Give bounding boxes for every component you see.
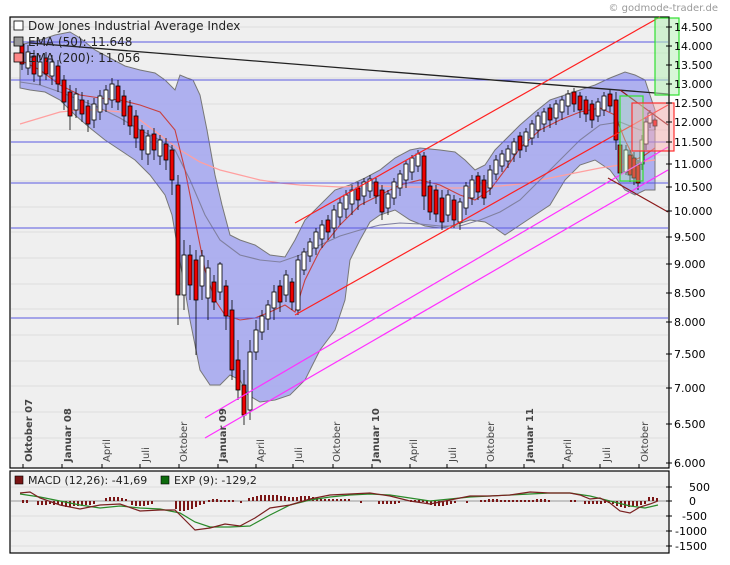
macd-plot-area — [9, 470, 670, 554]
ytick: 11.500 — [674, 136, 713, 149]
y-axis: 14.500 14.000 13.500 13.000 12.500 12.00… — [666, 17, 713, 470]
legend-ema50: EMA (50): 11.648 — [28, 35, 132, 49]
legend-swatch-ema200 — [13, 52, 24, 63]
legend-title: Dow Jones Industrial Average Index — [28, 19, 240, 33]
macd-legend-label: MACD (12,26): -41,69 — [28, 474, 147, 487]
green-target-box-upper — [654, 17, 680, 96]
xtick: Januar 08 — [63, 408, 74, 463]
ytick: 9.500 — [674, 231, 706, 244]
macd-ytick: -500 — [682, 510, 707, 523]
xtick: April — [563, 439, 574, 462]
macd-grid-lines — [11, 486, 668, 547]
ytick: 10.000 — [674, 205, 713, 218]
legend-swatch-ema50 — [13, 36, 24, 47]
legend-swatch-index — [13, 20, 24, 31]
ytick: 11.000 — [674, 158, 713, 171]
macd-swatch — [14, 475, 24, 485]
red-target-box — [631, 102, 675, 152]
macd-y-axis: 500 0 -500 -1000 -1500 — [666, 471, 710, 553]
xtick: April — [102, 439, 113, 462]
macd-histogram — [22, 495, 658, 511]
xtick: Oktober — [486, 421, 497, 462]
xtick: Oktober — [332, 421, 343, 462]
xtick: Oktober — [640, 421, 651, 462]
xtick: Januar 10 — [371, 408, 382, 463]
xtick: Januar 11 — [525, 408, 536, 463]
exp-legend-label: EXP (9): -129,2 — [174, 474, 257, 487]
legend-ema200: EMA (200): 11.056 — [28, 51, 140, 65]
magenta-support-lines — [204, 146, 669, 439]
horizontal-support-resistance-lines — [11, 41, 668, 319]
xtick: Juli — [294, 447, 305, 463]
xtick: April — [409, 439, 420, 462]
ytick: 6.000 — [674, 457, 706, 470]
macd-ytick: -1500 — [675, 540, 707, 553]
macd-ytick: 500 — [689, 481, 710, 494]
source-credit: © godmode-trader.de — [609, 3, 719, 14]
ytick: 13.500 — [674, 59, 713, 72]
xtick: April — [256, 439, 267, 462]
ytick: 8.500 — [674, 287, 706, 300]
resistance-trendline — [29, 42, 669, 95]
exp-swatch — [160, 475, 170, 485]
x-axis: Oktober 07 Januar 08 April Juli Oktober … — [22, 399, 651, 468]
macd-ytick: 0 — [689, 495, 696, 508]
ytick: 14.000 — [674, 40, 713, 53]
macd-legend: MACD (12,26): -41,69 EXP (9): -129,2 — [14, 474, 257, 487]
xtick: Juli — [602, 447, 613, 463]
macd-line — [19, 491, 659, 531]
macd-ytick: -1000 — [675, 525, 707, 538]
candlesticks — [19, 38, 658, 425]
xtick: Juli — [448, 447, 459, 463]
ytick: 14.500 — [674, 21, 713, 34]
bollinger-band — [19, 31, 656, 403]
ytick: 8.000 — [674, 316, 706, 329]
ytick: 7.000 — [674, 382, 706, 395]
xtick: Januar 09 — [218, 408, 229, 463]
xtick: Juli — [141, 447, 152, 463]
ytick: 13.000 — [674, 78, 713, 91]
xtick: Oktober — [179, 421, 190, 462]
ytick: 10.500 — [674, 181, 713, 194]
ytick: 9.000 — [674, 258, 706, 271]
ema200-line — [19, 109, 656, 189]
ytick: 12.500 — [674, 97, 713, 110]
ytick: 7.500 — [674, 348, 706, 361]
ytick: 6.500 — [674, 418, 706, 431]
ema-short-line — [19, 59, 656, 321]
red-trend-channel — [294, 16, 669, 316]
chart-legend: Dow Jones Industrial Average Index EMA (… — [13, 19, 240, 65]
ytick: 12.000 — [674, 116, 713, 129]
xtick: Oktober 07 — [24, 399, 35, 462]
